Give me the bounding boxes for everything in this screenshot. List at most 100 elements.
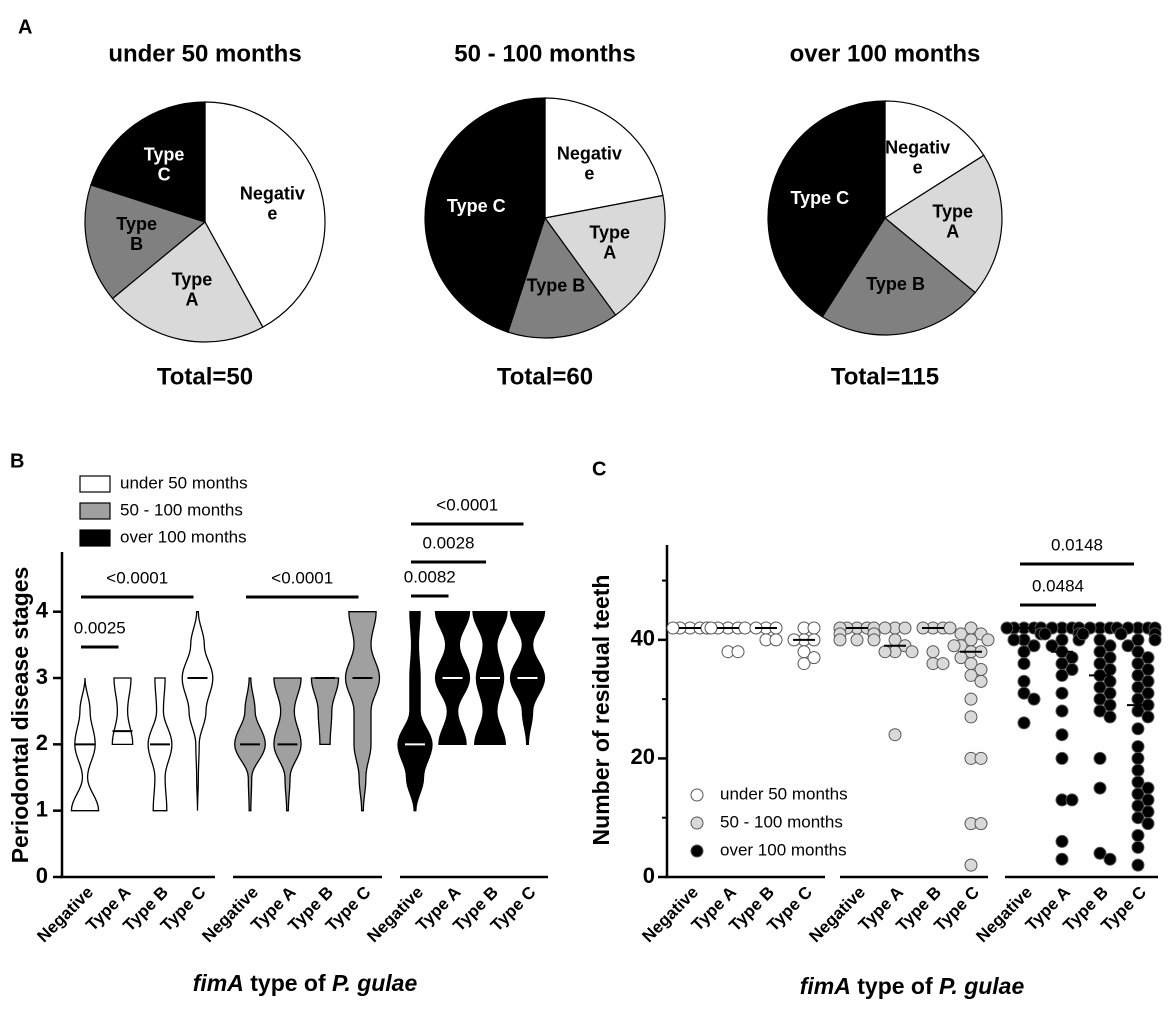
pie-label: Type B: [527, 275, 586, 295]
pie-label: Negativ e: [240, 183, 305, 223]
dot: [974, 817, 988, 831]
dot: [731, 645, 745, 659]
pie-title: over 100 months: [790, 40, 981, 67]
panel-label: A: [18, 16, 32, 38]
dot: [1131, 751, 1145, 765]
legend-swatch: [79, 502, 111, 520]
dot: [807, 651, 821, 665]
dot: [1093, 846, 1107, 860]
dot: [1055, 852, 1069, 866]
significance-label: <0.0001: [106, 568, 168, 587]
dot: [974, 751, 988, 765]
pie-slice: [507, 216, 617, 339]
dot: [704, 621, 718, 635]
pie-title: under 50 months: [108, 40, 301, 67]
pie-label: Type A: [589, 222, 630, 262]
x-axis-label-part: P. gulae: [939, 973, 1024, 999]
pie-label-line: A: [946, 221, 959, 241]
dot: [1076, 627, 1090, 641]
pie-label-line: Type C: [447, 196, 506, 216]
pie-slice: [90, 101, 206, 223]
significance-label: 0.0082: [404, 567, 456, 586]
dot: [1055, 704, 1069, 718]
violin: [111, 677, 134, 745]
dot: [1017, 686, 1031, 700]
dot: [738, 621, 752, 635]
dot: [807, 621, 821, 635]
dot: [964, 858, 978, 872]
pie-label-line: C: [158, 164, 171, 184]
pie-label-line: Type: [589, 222, 630, 242]
pie-label-line: B: [130, 234, 143, 254]
dot: [1007, 633, 1021, 647]
dot: [797, 657, 811, 671]
x-tick-label: Negative: [33, 883, 97, 947]
pie-slice: [821, 217, 976, 336]
pie-label: Negativ e: [885, 137, 950, 177]
dot: [1103, 710, 1117, 724]
significance-label: 0.0148: [1051, 535, 1103, 554]
dot: [1141, 817, 1155, 831]
pie-footer: Total=50: [157, 363, 253, 390]
dot: [1017, 657, 1031, 671]
dot: [1131, 740, 1145, 754]
y-tick-label: 1: [36, 796, 48, 821]
pie-label-line: e: [584, 163, 594, 183]
dot: [1131, 811, 1145, 825]
dot: [769, 633, 783, 647]
x-tick-label: Negative: [198, 883, 262, 947]
pie-label: Type C: [447, 196, 506, 216]
dot: [981, 633, 995, 647]
x-axis-label: fimA type of P. gulae: [193, 970, 418, 996]
dot: [1055, 668, 1069, 682]
dot: [1131, 763, 1145, 777]
pie-label-line: A: [603, 242, 616, 262]
y-tick-label: 20: [631, 744, 655, 769]
dot: [850, 633, 864, 647]
panel-label: B: [10, 450, 24, 472]
legend-swatch: [79, 529, 111, 547]
y-tick-label: 2: [36, 730, 48, 755]
dot: [867, 633, 881, 647]
pie-label: Type A: [172, 269, 213, 309]
pie-label-line: e: [913, 157, 923, 177]
pie-label: Negativ e: [557, 143, 622, 183]
x-axis-label: fimA type of P. gulae: [800, 973, 1025, 999]
legend-marker: [690, 816, 704, 830]
dot: [1093, 781, 1107, 795]
dot: [1114, 627, 1128, 641]
dot: [1055, 728, 1069, 742]
pie-label-line: Negativ: [885, 137, 950, 157]
pie-slice: [543, 194, 666, 316]
pie-slice: [883, 154, 1003, 294]
dot: [878, 645, 892, 659]
pie-label-line: Type: [932, 201, 973, 221]
legend-marker: [690, 788, 704, 802]
dot: [1055, 686, 1069, 700]
dot: [878, 621, 892, 635]
legend-label: 50 - 100 months: [720, 812, 843, 831]
pie-label-line: Type B: [866, 274, 925, 294]
significance-label: 0.0025: [74, 618, 126, 637]
pie-label-line: Negativ: [240, 183, 305, 203]
dot: [943, 621, 957, 635]
dot: [1027, 639, 1041, 653]
y-axis-label: Periodontal disease stages: [7, 567, 33, 864]
y-tick-label: 40: [631, 626, 655, 651]
pie-slice: [424, 97, 546, 333]
violin: [397, 611, 433, 812]
panel-label: C: [592, 458, 606, 480]
significance-label: 0.0028: [423, 533, 475, 552]
dot: [1065, 793, 1079, 807]
dot: [1027, 692, 1041, 706]
x-axis-label-part: P. gulae: [332, 970, 417, 996]
pie-label: Type A: [932, 201, 973, 241]
dot: [833, 633, 847, 647]
pie-slice: [84, 184, 207, 300]
legend-label: over 100 months: [120, 527, 247, 546]
pie-label-line: Type C: [790, 188, 849, 208]
pie-label: Type B: [866, 274, 925, 294]
dot: [1131, 858, 1145, 872]
dot: [1055, 834, 1069, 848]
pie-label-line: Type B: [527, 275, 586, 295]
